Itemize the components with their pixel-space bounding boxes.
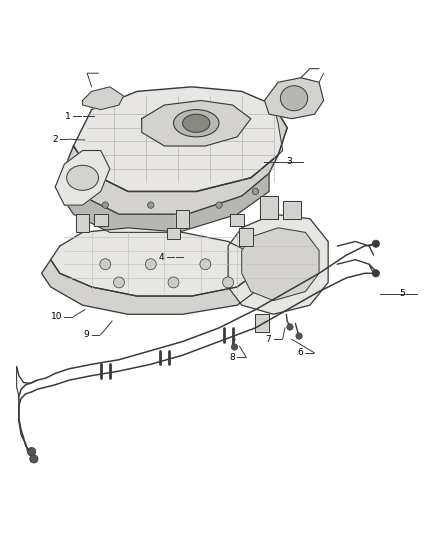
Ellipse shape	[67, 165, 99, 190]
Polygon shape	[228, 214, 328, 314]
Polygon shape	[255, 314, 269, 333]
Polygon shape	[64, 146, 278, 214]
Text: 3: 3	[286, 157, 292, 166]
Polygon shape	[55, 150, 110, 205]
Circle shape	[102, 202, 109, 208]
Polygon shape	[76, 214, 89, 232]
Polygon shape	[42, 260, 255, 314]
Circle shape	[145, 259, 156, 270]
Circle shape	[296, 333, 302, 340]
Circle shape	[113, 277, 124, 288]
Text: 8: 8	[229, 353, 235, 362]
Text: 2: 2	[52, 135, 57, 144]
Polygon shape	[55, 169, 269, 232]
Circle shape	[287, 324, 293, 330]
Circle shape	[28, 448, 36, 456]
Text: 9: 9	[84, 330, 89, 339]
Circle shape	[148, 202, 154, 208]
Polygon shape	[283, 200, 301, 219]
Polygon shape	[74, 87, 287, 191]
Polygon shape	[82, 87, 124, 110]
Circle shape	[200, 259, 211, 270]
Circle shape	[30, 455, 38, 463]
Ellipse shape	[280, 86, 307, 111]
Polygon shape	[265, 78, 324, 119]
Text: 10: 10	[51, 312, 62, 321]
Polygon shape	[240, 228, 253, 246]
Polygon shape	[274, 105, 287, 155]
Circle shape	[223, 277, 233, 288]
Polygon shape	[51, 228, 255, 296]
Polygon shape	[260, 196, 278, 219]
Circle shape	[100, 259, 111, 270]
Circle shape	[231, 344, 238, 350]
Text: 7: 7	[265, 335, 271, 344]
Circle shape	[168, 277, 179, 288]
Polygon shape	[141, 101, 251, 146]
Ellipse shape	[183, 114, 210, 132]
Circle shape	[216, 202, 222, 208]
Text: 6: 6	[297, 349, 303, 358]
Circle shape	[372, 270, 380, 277]
Circle shape	[372, 240, 380, 247]
Bar	[94, 214, 108, 225]
Polygon shape	[176, 209, 190, 228]
Bar	[167, 228, 180, 239]
Polygon shape	[242, 228, 319, 301]
Text: 4: 4	[159, 253, 164, 262]
Bar	[230, 214, 244, 225]
Ellipse shape	[173, 110, 219, 137]
Text: 5: 5	[400, 289, 406, 298]
Circle shape	[252, 188, 258, 195]
Text: 1: 1	[65, 112, 71, 121]
